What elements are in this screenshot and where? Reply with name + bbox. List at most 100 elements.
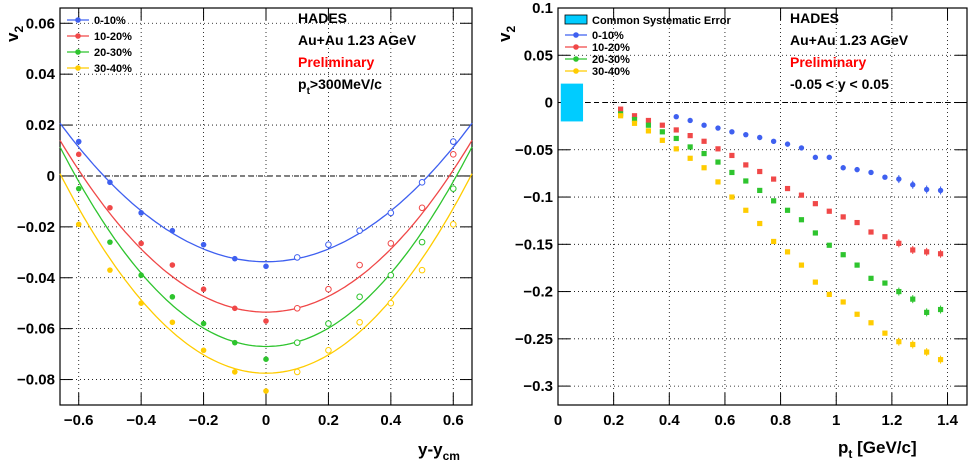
data-point-open bbox=[449, 138, 457, 145]
data-point-open bbox=[356, 318, 363, 326]
data-point-filled bbox=[138, 272, 144, 279]
data-point bbox=[854, 262, 860, 268]
data-point-open bbox=[387, 240, 395, 247]
data-point bbox=[631, 113, 638, 119]
y-tick-label: 0.1 bbox=[532, 0, 553, 17]
x-tick-label: 1.2 bbox=[881, 412, 902, 429]
data-point-filled bbox=[231, 339, 238, 346]
legend-label: 20-30% bbox=[592, 54, 630, 66]
data-point bbox=[757, 134, 763, 141]
data-point-open bbox=[325, 241, 332, 248]
legend-marker bbox=[573, 68, 579, 74]
data-point-filled bbox=[107, 267, 113, 273]
data-point bbox=[840, 165, 846, 171]
data-point bbox=[729, 169, 735, 176]
data-point-filled bbox=[169, 227, 176, 234]
data-point bbox=[618, 106, 624, 112]
data-point-filled bbox=[200, 347, 207, 354]
data-point-open bbox=[325, 346, 332, 354]
y-tick-label: 0 bbox=[545, 95, 553, 112]
y-tick-label: 0.04 bbox=[26, 66, 56, 83]
legend-label: 10-20% bbox=[94, 31, 132, 43]
data-point bbox=[840, 214, 846, 220]
data-point-filled bbox=[138, 300, 144, 307]
legend-label: 10-20% bbox=[592, 42, 630, 54]
data-point bbox=[784, 141, 791, 147]
data-point bbox=[854, 219, 860, 226]
data-point-open bbox=[387, 209, 395, 217]
data-point bbox=[868, 320, 874, 326]
legend-marker bbox=[75, 65, 81, 71]
data-point bbox=[659, 129, 665, 135]
data-point bbox=[645, 117, 652, 124]
data-point-open bbox=[418, 238, 426, 246]
annotation: Preliminary bbox=[790, 54, 866, 70]
legend-label: 0-10% bbox=[592, 30, 624, 42]
x-axis-label: y-ycm bbox=[418, 440, 460, 463]
x-tick-label: −0.6 bbox=[64, 412, 94, 429]
data-point bbox=[771, 238, 777, 245]
data-point-open bbox=[293, 339, 301, 346]
data-point bbox=[729, 194, 735, 200]
annotation: Au+Au 1.23 AGeV bbox=[790, 32, 909, 48]
legend-marker bbox=[75, 17, 81, 23]
data-point bbox=[701, 122, 707, 128]
data-point-filled bbox=[169, 262, 176, 268]
data-point bbox=[840, 299, 846, 305]
data-point-filled bbox=[231, 305, 238, 312]
x-tick-label: 0 bbox=[554, 412, 562, 429]
data-point-filled bbox=[231, 369, 238, 375]
data-point bbox=[618, 113, 624, 119]
data-point bbox=[757, 187, 763, 194]
x-tick-label: 0.4 bbox=[380, 412, 402, 429]
data-point bbox=[659, 137, 665, 143]
x-tick-label: 0.2 bbox=[603, 412, 624, 429]
x-tick-label: 0.4 bbox=[659, 412, 681, 429]
data-point-open bbox=[293, 304, 301, 312]
data-point bbox=[673, 146, 679, 152]
data-point-open bbox=[418, 266, 426, 274]
data-point bbox=[631, 120, 638, 126]
data-point-filled bbox=[200, 241, 207, 248]
x-tick-label: −0.4 bbox=[126, 412, 156, 429]
data-point bbox=[645, 128, 652, 134]
y-tick-label: 0.06 bbox=[26, 15, 55, 32]
data-point bbox=[771, 198, 777, 204]
data-point bbox=[673, 127, 679, 133]
data-point bbox=[826, 154, 832, 161]
legend-label: 20-30% bbox=[94, 47, 132, 59]
data-point bbox=[687, 144, 693, 150]
fit-curve-0-10% bbox=[59, 122, 473, 263]
data-point bbox=[798, 262, 805, 268]
legend-systematic-swatch bbox=[564, 14, 588, 25]
data-point bbox=[882, 174, 888, 180]
y-axis-label: v2 bbox=[3, 26, 26, 42]
data-point bbox=[673, 114, 679, 120]
data-point-open bbox=[418, 204, 426, 212]
data-point bbox=[784, 207, 791, 213]
legend-marker bbox=[75, 33, 81, 39]
y-tick-label: 0 bbox=[47, 168, 55, 185]
data-point bbox=[812, 279, 818, 285]
data-point-filled bbox=[75, 221, 82, 228]
data-point bbox=[812, 201, 818, 207]
data-point-filled bbox=[200, 320, 207, 327]
data-point bbox=[729, 129, 735, 135]
x-tick-label: −0.2 bbox=[189, 412, 219, 429]
data-point bbox=[757, 168, 763, 175]
data-point bbox=[687, 133, 693, 139]
data-point bbox=[715, 159, 721, 165]
legend-label: 30-40% bbox=[94, 63, 132, 75]
data-point bbox=[784, 185, 791, 192]
legend-label: 0-10% bbox=[94, 15, 126, 27]
x-tick-label: 0.6 bbox=[715, 412, 736, 429]
data-point bbox=[826, 242, 832, 248]
data-point bbox=[798, 192, 805, 198]
data-point-open bbox=[356, 227, 363, 234]
plot-frame bbox=[59, 7, 473, 406]
y-tick-label: −0.3 bbox=[523, 378, 553, 395]
annotation: HADES bbox=[298, 10, 347, 26]
data-point-filled bbox=[231, 255, 238, 262]
